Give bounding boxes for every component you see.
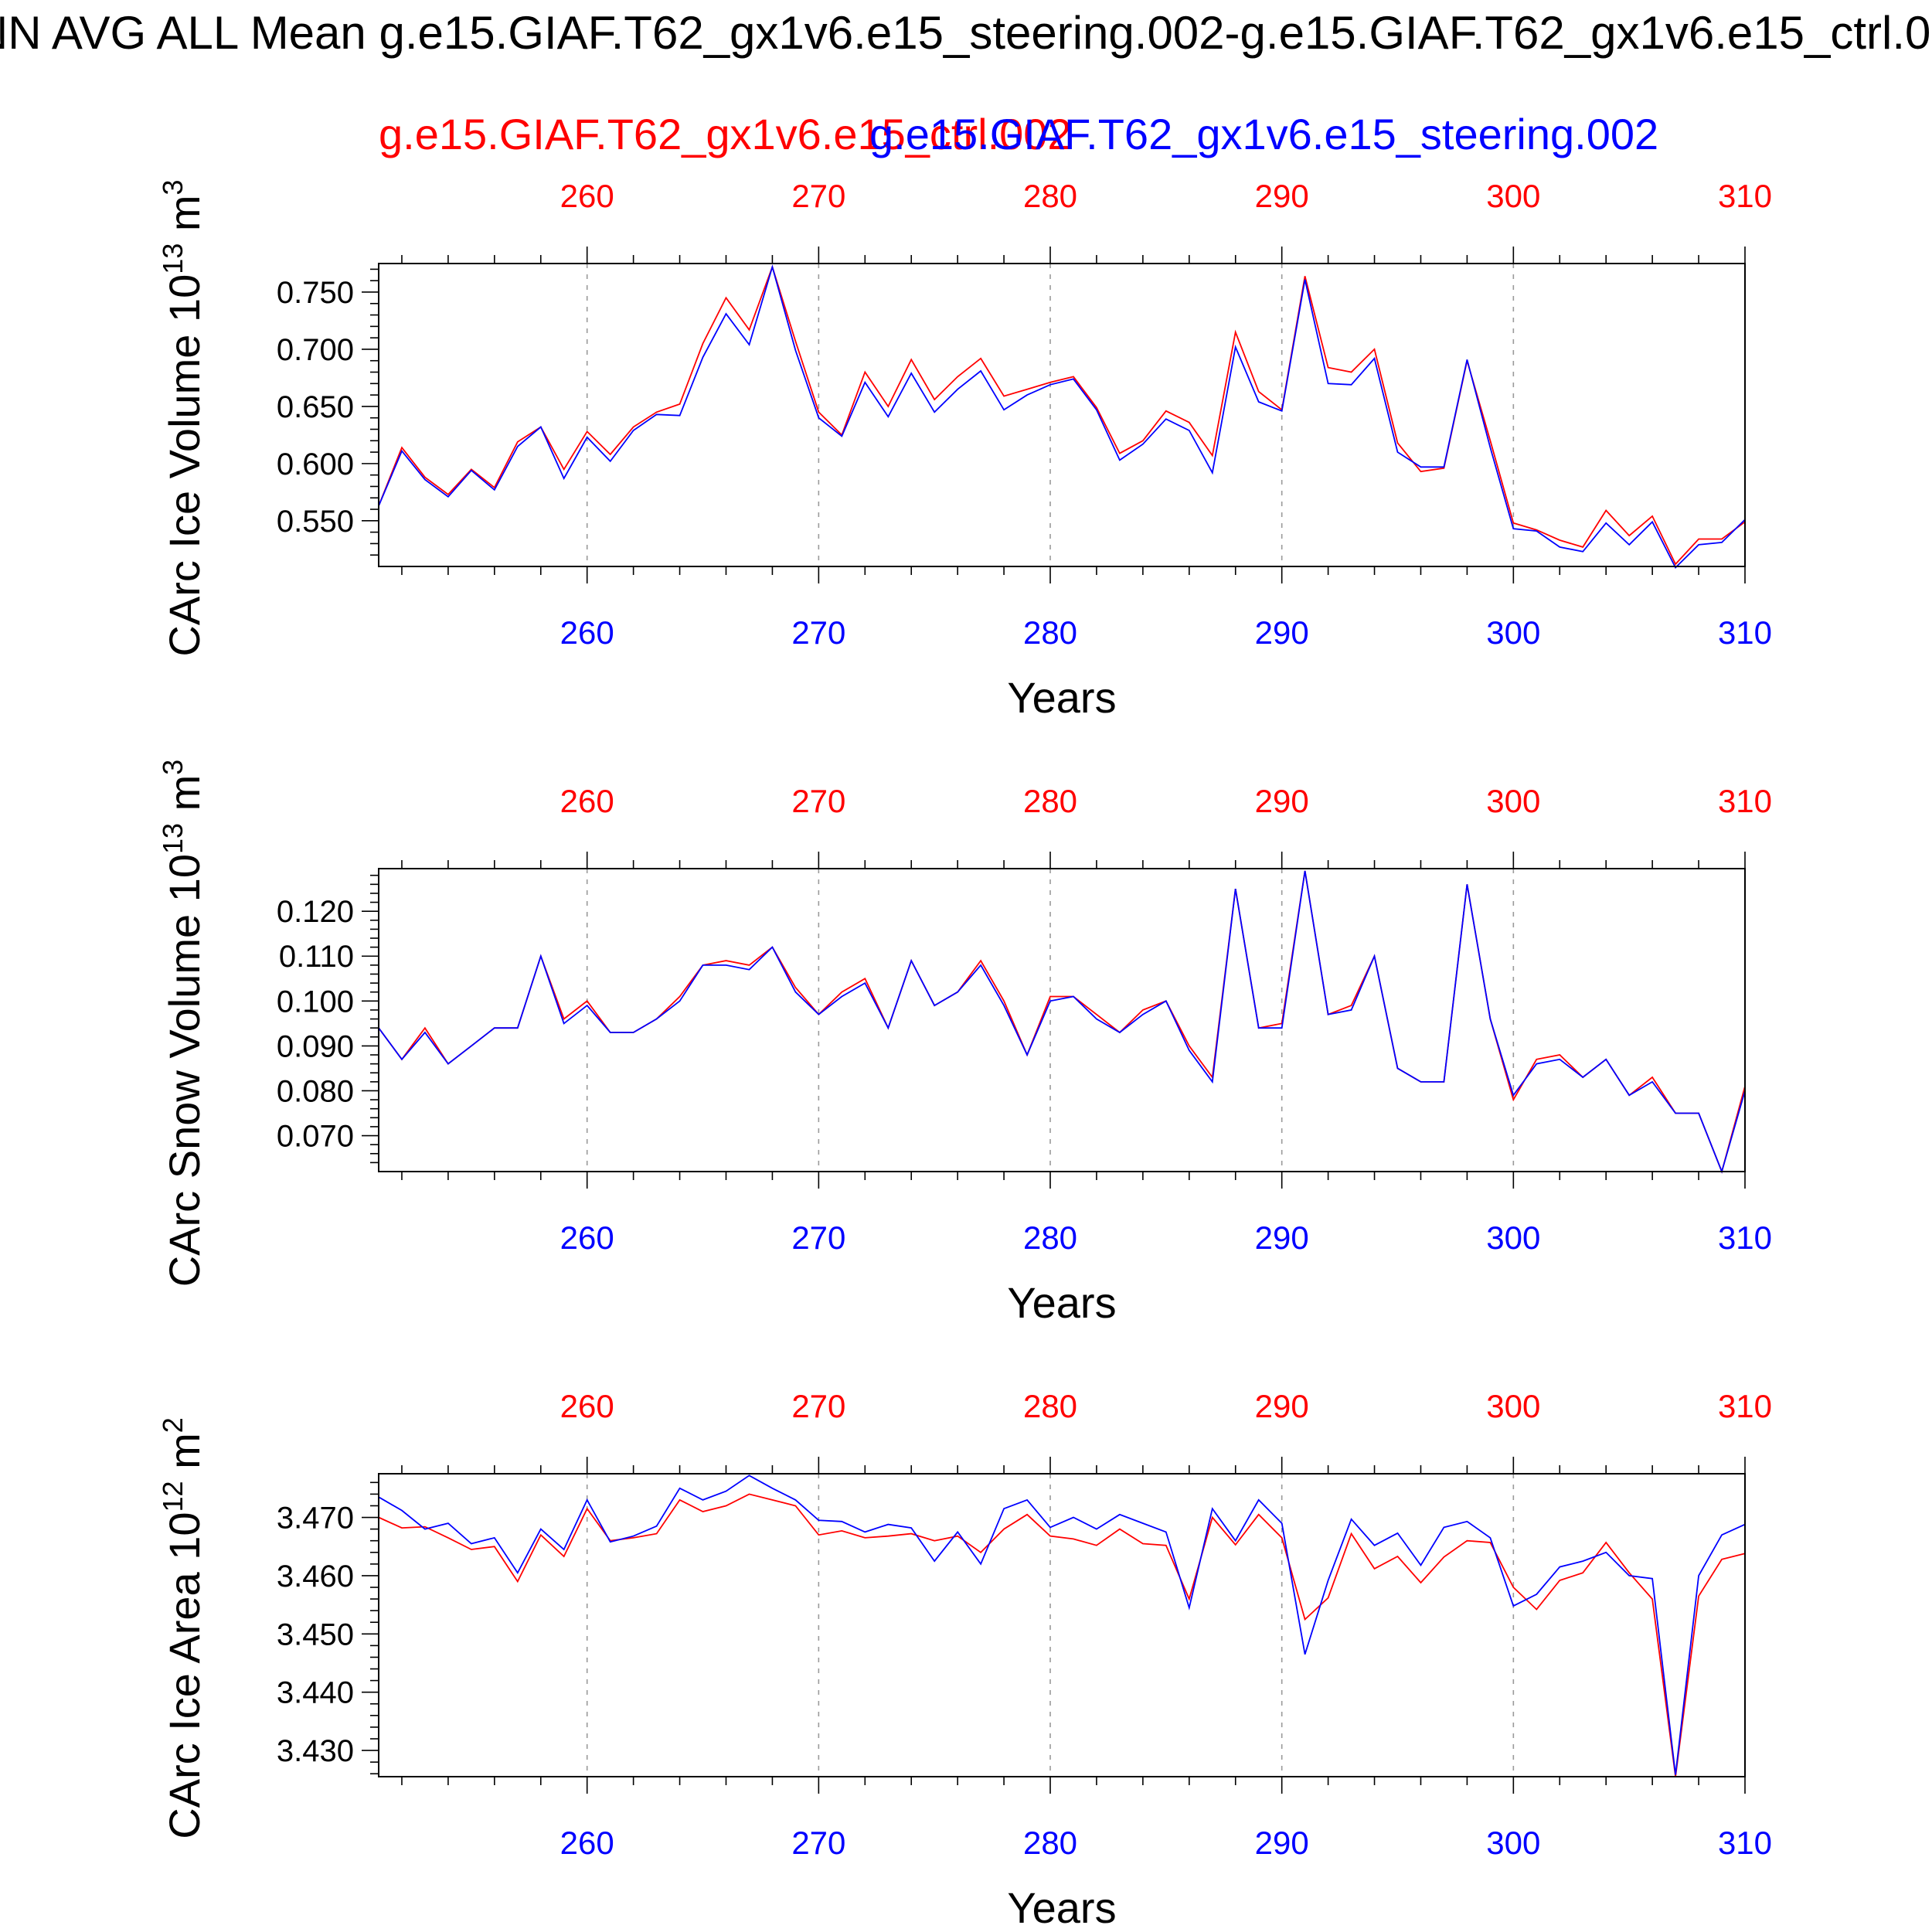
y-axis-exponent: 13 — [157, 243, 189, 274]
y-tick-label: 0.110 — [279, 940, 354, 974]
x-tick-label-bottom: 260 — [560, 614, 614, 651]
y-tick-label: 0.070 — [277, 1120, 354, 1154]
x-tick-label-bottom: 280 — [1023, 1219, 1077, 1256]
y-axis-unit-exponent: 3 — [157, 179, 189, 195]
x-tick-label-bottom: 270 — [791, 1219, 845, 1256]
y-axis-title: CArc Ice Volume 1013 m3 — [157, 179, 209, 656]
plot-frame — [378, 868, 1746, 1172]
legend-steering-label: g.e15.GIAF.T62_gx1v6.e15_steering.002 — [869, 110, 1658, 158]
x-tick-label-bottom: 280 — [1023, 614, 1077, 651]
x-tick-label-bottom: 310 — [1718, 614, 1772, 651]
x-axis-title: Years — [1007, 1278, 1116, 1327]
x-tick-label-bottom: 270 — [791, 1825, 845, 1861]
y-axis-title-text: CArc Ice Area 10 — [160, 1512, 209, 1838]
x-tick-label-top: 270 — [791, 1388, 845, 1424]
x-axis-title: Years — [1007, 673, 1116, 722]
x-tick-label-top: 260 — [560, 783, 614, 819]
x-tick-label-top: 260 — [560, 178, 614, 214]
x-tick-label-bottom: 290 — [1255, 1825, 1309, 1861]
y-axis-unit: m — [160, 775, 209, 823]
x-tick-label-bottom: 260 — [560, 1825, 614, 1861]
x-tick-label-top: 300 — [1486, 783, 1540, 819]
x-tick-label-top: 310 — [1718, 178, 1772, 214]
x-tick-label-top: 290 — [1255, 1388, 1309, 1424]
x-tick-label-top: 260 — [560, 1388, 614, 1424]
x-tick-label-bottom: 300 — [1486, 614, 1540, 651]
y-tick-label: 3.440 — [277, 1676, 354, 1710]
series-steering-line — [378, 870, 1746, 1174]
x-tick-label-bottom: 310 — [1718, 1219, 1772, 1256]
panel-3: 260 260 270 270 280 280 290 290 300 300 310 310 3.43… — [157, 1388, 1772, 1932]
x-tick-label-bottom: 300 — [1486, 1825, 1540, 1861]
y-tick-label: 0.750 — [277, 276, 354, 310]
x-tick-label-top: 270 — [791, 783, 845, 819]
y-axis-title: CArc Ice Area 1012 m2 — [157, 1417, 209, 1839]
y-tick-label: 0.650 — [277, 390, 354, 424]
y-axis-unit: m — [160, 1433, 209, 1481]
x-tick-label-top: 300 — [1486, 178, 1540, 214]
y-tick-label: 0.100 — [277, 985, 354, 1019]
x-tick-label-top: 290 — [1255, 783, 1309, 819]
x-tick-label-bottom: 300 — [1486, 1219, 1540, 1256]
x-tick-label-bottom: 290 — [1255, 1219, 1309, 1256]
y-tick-label: 3.460 — [277, 1560, 354, 1594]
y-tick-label: 0.080 — [277, 1074, 354, 1108]
y-axis-title: CArc Snow Volume 1013 m3 — [157, 760, 209, 1287]
y-axis-title-text: CArc Snow Volume 10 — [160, 854, 209, 1287]
y-axis-unit-exponent: 3 — [157, 760, 189, 775]
x-tick-label-bottom: 310 — [1718, 1825, 1772, 1861]
y-axis-exponent: 13 — [157, 823, 189, 854]
plot-frame — [378, 263, 1746, 567]
series-steering-line — [378, 1475, 1746, 1775]
y-tick-label: 0.120 — [277, 895, 354, 929]
x-tick-label-top: 280 — [1023, 783, 1077, 819]
x-tick-label-top: 300 — [1486, 1388, 1540, 1424]
y-axis-title-text: CArc Ice Volume 10 — [160, 274, 209, 657]
x-tick-label-top: 310 — [1718, 783, 1772, 819]
chart-title: ANN AVG ALL Mean g.e15.GIAF.T62_gx1v6.e1… — [0, 7, 1932, 59]
x-tick-label-top: 290 — [1255, 178, 1309, 214]
x-tick-label-bottom: 270 — [791, 614, 845, 651]
y-tick-label: 0.700 — [277, 333, 354, 367]
panel-2: 260 260 270 270 280 280 290 290 300 300 310 310 0.07… — [157, 760, 1772, 1327]
series-steering-line — [378, 264, 1746, 570]
x-tick-label-top: 280 — [1023, 178, 1077, 214]
y-tick-label: 0.090 — [277, 1029, 354, 1063]
y-tick-label: 0.600 — [277, 447, 354, 481]
panels-group: 260 260 270 270 280 280 290 290 300 300 310 310 0.55… — [157, 178, 1772, 1932]
x-tick-label-bottom: 260 — [560, 1219, 614, 1256]
y-axis-unit-exponent: 2 — [157, 1417, 189, 1433]
plot-frame — [378, 1473, 1746, 1777]
series-ctrl-line — [378, 1493, 1746, 1777]
y-axis-unit: m — [160, 195, 209, 243]
x-tick-label-bottom: 290 — [1255, 614, 1309, 651]
panel-1: 260 260 270 270 280 280 290 290 300 300 310 310 0.55… — [157, 178, 1772, 722]
series-ctrl-line — [378, 870, 1746, 1174]
x-tick-label-top: 280 — [1023, 1388, 1077, 1424]
y-axis-exponent: 12 — [157, 1481, 189, 1512]
y-tick-label: 3.450 — [277, 1617, 354, 1651]
y-tick-label: 0.550 — [277, 505, 354, 539]
y-tick-label: 3.470 — [277, 1502, 354, 1536]
x-tick-label-top: 270 — [791, 178, 845, 214]
x-tick-label-top: 310 — [1718, 1388, 1772, 1424]
x-axis-title: Years — [1007, 1883, 1116, 1932]
series-ctrl-line — [378, 264, 1746, 566]
x-tick-label-bottom: 280 — [1023, 1825, 1077, 1861]
y-tick-label: 3.430 — [277, 1734, 354, 1768]
legend-ctrl-label: g.e15.GIAF.T62_gx1v6.e15_ctrl.002 — [379, 110, 1072, 158]
